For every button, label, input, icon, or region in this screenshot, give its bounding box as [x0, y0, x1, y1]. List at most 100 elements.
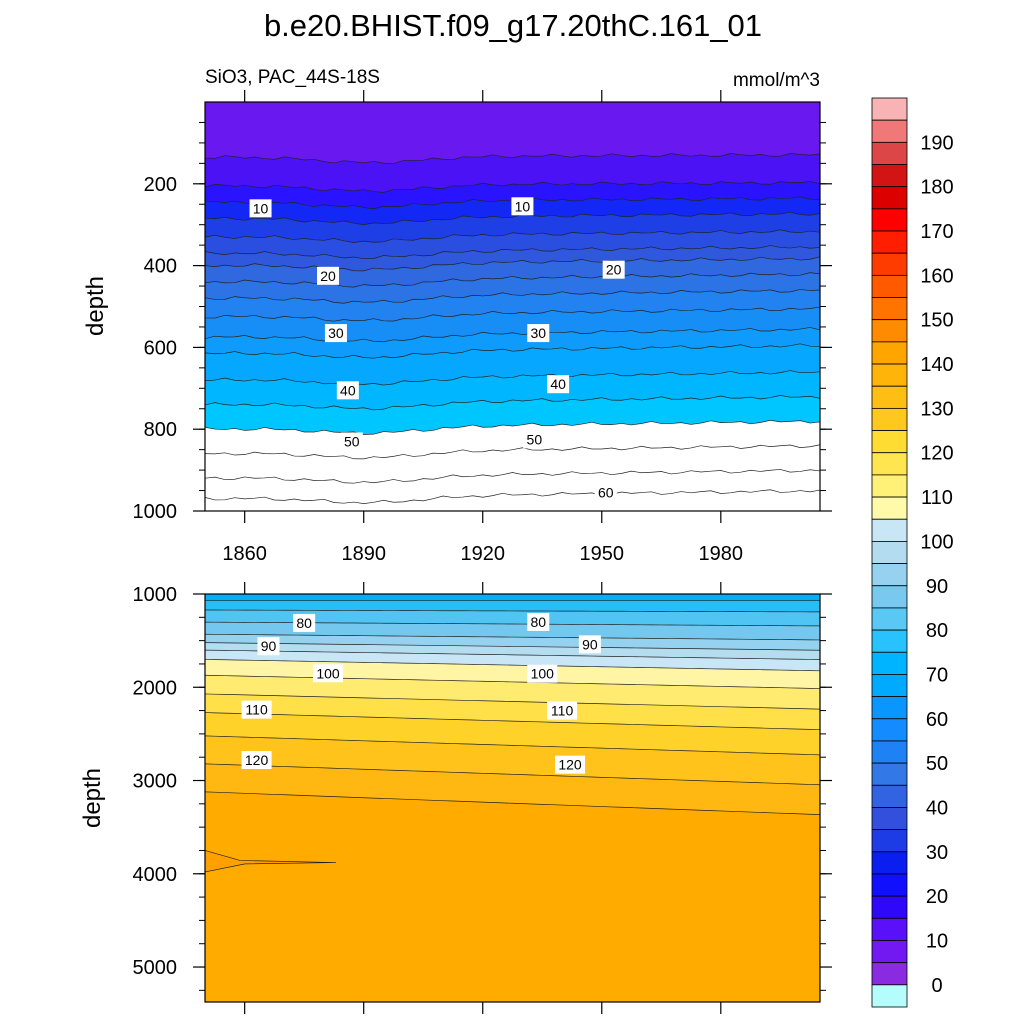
colorbar-cell: [871, 674, 908, 698]
contour-label: 20: [320, 268, 336, 284]
colorbar-cell: [871, 807, 908, 831]
contour-label-box: [527, 612, 550, 631]
contour-label-box: [336, 381, 359, 400]
x-tick-label: 1890: [341, 543, 386, 565]
contour-line: [204, 735, 821, 756]
x-tick-label: 1860: [222, 543, 267, 565]
contour-line: [204, 642, 821, 651]
contour-band: [205, 289, 820, 322]
contour-label: 110: [551, 703, 574, 719]
colorbar: 0 10 20 30 40 50 60 70 80 90 100 110 120 130 140 150 160…: [871, 97, 954, 1008]
colorbar-cell: [871, 984, 908, 1008]
colorbar-tick-label: 0: [931, 975, 942, 997]
contour-label-box: [527, 664, 558, 683]
contour-label-box: [602, 260, 625, 279]
contour-line: [204, 245, 821, 260]
contour-band: [205, 102, 820, 164]
bottom-ylabel: depth: [79, 768, 106, 828]
colorbar-tick-label: 170: [920, 221, 953, 243]
contour-band: [205, 153, 820, 193]
contour-line: [204, 272, 821, 288]
y-tick-label: 800: [144, 419, 177, 441]
contour-line: [204, 395, 821, 411]
contour-line: [204, 444, 821, 460]
contour-band: [205, 650, 820, 671]
colorbar-cell: [871, 407, 908, 431]
contour-line: [204, 693, 821, 710]
contour-band: [205, 712, 820, 755]
colorbar-cell: [871, 740, 908, 764]
colorbar-cell: [871, 97, 908, 121]
contour-label-box: [555, 755, 586, 774]
contour-label: 30: [328, 325, 344, 341]
contour-line: [204, 256, 821, 272]
contour-label: 90: [582, 636, 598, 652]
contour-label: 100: [531, 666, 555, 682]
contour-band: [205, 659, 820, 689]
contour-label-box: [547, 375, 570, 394]
x-tick-label: 1950: [580, 543, 625, 565]
contour-band: [205, 600, 820, 612]
colorbar-tick-label: 60: [926, 709, 948, 731]
contour-band: [205, 307, 820, 342]
colorbar-cell: [871, 141, 908, 165]
contour-band: [205, 791, 820, 1002]
colorbar-cell: [871, 917, 908, 941]
contour-line: [204, 659, 821, 672]
x-tick-label: 1980: [699, 543, 744, 565]
colorbar-cell: [871, 496, 908, 520]
variable-label: SiO3, PAC_44S-18S: [205, 67, 380, 88]
contour-label: 40: [550, 376, 566, 392]
contour-label: 40: [340, 382, 356, 398]
contour-band: [205, 675, 820, 710]
contour-label-box: [511, 197, 534, 216]
contour-label-box: [578, 635, 601, 654]
colorbar-cell: [871, 607, 908, 631]
top-ylabel: depth: [82, 276, 109, 336]
chart-title: b.e20.BHIST.f09_g17.20thC.161_01: [264, 8, 762, 43]
contour-line: [204, 229, 821, 243]
y-tick-label: 5000: [133, 957, 178, 979]
contour-band: [205, 735, 820, 785]
colorbar-cell: [871, 585, 908, 609]
colorbar-cell: [871, 319, 908, 343]
contour-line: [204, 712, 821, 731]
colorbar-tick-label: 190: [920, 132, 953, 154]
colorbar-cell: [871, 895, 908, 919]
plot-frame: [204, 593, 821, 1003]
colorbar-cell: [871, 252, 908, 276]
colorbar-tick-label: 20: [926, 886, 948, 908]
contour-band: [205, 229, 820, 259]
colorbar-cell: [871, 186, 908, 210]
colorbar-cell: [871, 940, 908, 964]
contour-band: [205, 594, 820, 601]
colorbar-tick-label: 80: [926, 620, 948, 642]
contour-band: [205, 181, 820, 209]
contour-label: 50: [344, 433, 360, 449]
contour-line: [204, 763, 821, 786]
contour-line: [204, 649, 821, 660]
colorbar-tick-label: 10: [926, 930, 948, 952]
contour-label: 30: [531, 325, 547, 341]
colorbar-cell: [871, 363, 908, 387]
contour-line: [204, 370, 821, 386]
top-panel: 10 10 20 20 30 30 40 40 50 50 60 200 400 600 800 1000 18…: [133, 90, 832, 565]
contour-line: [204, 791, 821, 815]
contour-label-box: [594, 483, 617, 502]
contour-label-box: [527, 324, 550, 343]
contour-label: 90: [261, 638, 277, 654]
contour-label: 120: [558, 757, 582, 773]
contour-line: [204, 211, 821, 226]
colorbar-cell: [871, 718, 908, 742]
colorbar-cell: [871, 518, 908, 542]
colorbar-tick-label: 50: [926, 753, 948, 775]
colorbar-tick-label: 130: [920, 398, 953, 420]
colorbar-cell: [871, 274, 908, 298]
colorbar-cell: [871, 474, 908, 498]
contour-line: [204, 469, 821, 484]
contour-label: 120: [245, 752, 269, 768]
colorbar-cell: [871, 119, 908, 143]
y-tick-label: 3000: [133, 771, 178, 793]
colorbar-cell: [871, 762, 908, 786]
